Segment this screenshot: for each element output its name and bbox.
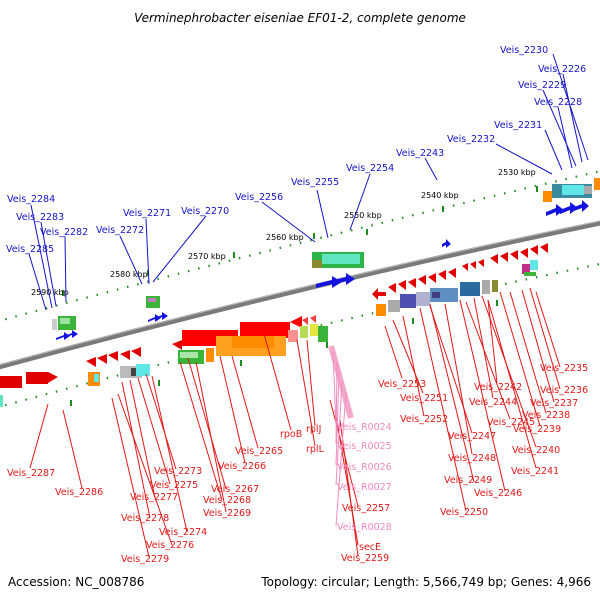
- label-veis-2278: Veis_2278: [121, 513, 169, 524]
- label-veis-r0027: Veis_R0027: [337, 482, 392, 493]
- label-veis-2251: Veis_2251: [400, 393, 448, 404]
- label-veis-2245: Veis_2245: [487, 417, 535, 428]
- label-veis-r0025: Veis_R0025: [337, 441, 392, 452]
- minus-label-leaders: [29, 287, 561, 558]
- label-veis-2286: Veis_2286: [55, 487, 103, 498]
- label-veis-2273: Veis_2273: [154, 466, 202, 477]
- tick-label-2580: 2580 kbp: [110, 270, 148, 279]
- label-veis-2243: Veis_2243: [396, 148, 444, 159]
- tick-label-2550: 2550 kbp: [344, 211, 382, 220]
- label-veis-2269: Veis_2269: [203, 508, 251, 519]
- label-veis-2226: Veis_2226: [538, 64, 586, 75]
- label-veis-2259: Veis_2259: [341, 553, 389, 564]
- label-veis-2237: Veis_2237: [530, 398, 578, 409]
- plus-strand-features: [52, 178, 600, 340]
- label-veis-2253: Veis_2253: [378, 379, 426, 390]
- label-veis-2277: Veis_2277: [130, 492, 178, 503]
- tick-label-2590: 2590 kbp: [31, 288, 69, 297]
- label-rplj: rplJ: [306, 424, 321, 435]
- plus-labels: Veis_2230 Veis_2226 Veis_2229 Veis_2228 …: [6, 45, 586, 255]
- label-veis-2283: Veis_2283: [16, 212, 64, 223]
- label-veis-r0028: Veis_R0028: [337, 522, 392, 533]
- label-veis-2279: Veis_2279: [121, 554, 169, 565]
- label-veis-2250: Veis_2250: [440, 507, 488, 518]
- label-veis-2270: Veis_2270: [181, 206, 229, 217]
- label-veis-2266: Veis_2266: [218, 461, 266, 472]
- label-veis-2272: Veis_2272: [96, 225, 144, 236]
- genome-backbone: [0, 220, 600, 370]
- accession-text: Accession: NC_008786: [8, 575, 144, 589]
- rna-label-leaders: [332, 351, 347, 527]
- label-veis-2268: Veis_2268: [203, 495, 251, 506]
- label-veis-2248: Veis_2248: [448, 453, 496, 464]
- label-veis-2267: Veis_2267: [211, 484, 259, 495]
- label-veis-2254: Veis_2254: [346, 163, 394, 174]
- tick-label-2570: 2570 kbp: [188, 252, 226, 261]
- label-veis-2244: Veis_2244: [469, 397, 517, 408]
- label-veis-2246: Veis_2246: [474, 488, 522, 499]
- label-veis-r0024: Veis_R0024: [337, 422, 392, 433]
- label-veis-2276: Veis_2276: [146, 540, 194, 551]
- label-veis-r0026: Veis_R0026: [337, 462, 392, 473]
- tick-label-2540: 2540 kbp: [421, 191, 459, 200]
- label-veis-2257: Veis_2257: [342, 503, 390, 514]
- label-veis-2265: Veis_2265: [235, 446, 283, 457]
- outer-tick-track: [0, 170, 600, 322]
- label-veis-2232: Veis_2232: [447, 134, 495, 145]
- label-veis-2235: Veis_2235: [540, 363, 588, 374]
- minus-strand-features: [0, 243, 548, 419]
- label-veis-2275: Veis_2275: [150, 480, 198, 491]
- label-veis-2231: Veis_2231: [494, 120, 542, 131]
- label-veis-2284: Veis_2284: [7, 194, 55, 205]
- label-veis-2282: Veis_2282: [40, 227, 88, 238]
- scale-tick-labels: 2590 kbp 2580 kbp 2570 kbp 2560 kbp 2550…: [31, 168, 536, 297]
- map-title: Verminephrobacter eiseniae EF01-2, compl…: [134, 11, 466, 25]
- tick-label-2560: 2560 kbp: [266, 233, 304, 242]
- genome-summary-text: Topology: circular; Length: 5,566,749 bp…: [260, 575, 591, 589]
- rna-labels: Veis_R0024 Veis_R0025 Veis_R0026 Veis_R0…: [337, 422, 392, 533]
- label-veis-2249: Veis_2249: [444, 475, 492, 486]
- label-veis-2271: Veis_2271: [123, 208, 171, 219]
- label-veis-2255: Veis_2255: [291, 177, 339, 188]
- label-rpob: rpoB: [280, 429, 302, 440]
- label-veis-2274: Veis_2274: [159, 527, 207, 538]
- minus-labels: Veis_2235 Veis_2253 Veis_2242 Veis_2236 …: [7, 363, 588, 565]
- label-veis-2236: Veis_2236: [540, 385, 588, 396]
- label-veis-2256: Veis_2256: [235, 192, 283, 203]
- label-sece: secE: [359, 542, 381, 553]
- label-veis-2287: Veis_2287: [7, 468, 55, 479]
- label-veis-2285: Veis_2285: [6, 244, 54, 255]
- label-veis-2229: Veis_2229: [518, 80, 566, 91]
- tick-label-2530: 2530 kbp: [498, 168, 536, 177]
- label-veis-2230: Veis_2230: [500, 45, 548, 56]
- label-veis-2242: Veis_2242: [474, 382, 522, 393]
- label-veis-2228: Veis_2228: [534, 97, 582, 108]
- label-veis-2247: Veis_2247: [448, 431, 496, 442]
- label-rpll: rplL: [306, 444, 325, 455]
- plus-label-leaders: [28, 53, 589, 311]
- label-veis-2241: Veis_2241: [511, 466, 559, 477]
- label-veis-2240: Veis_2240: [512, 445, 560, 456]
- label-veis-2252: Veis_2252: [400, 414, 448, 425]
- label-veis-2239: Veis_2239: [513, 424, 561, 435]
- label-veis-2238: Veis_2238: [522, 410, 570, 421]
